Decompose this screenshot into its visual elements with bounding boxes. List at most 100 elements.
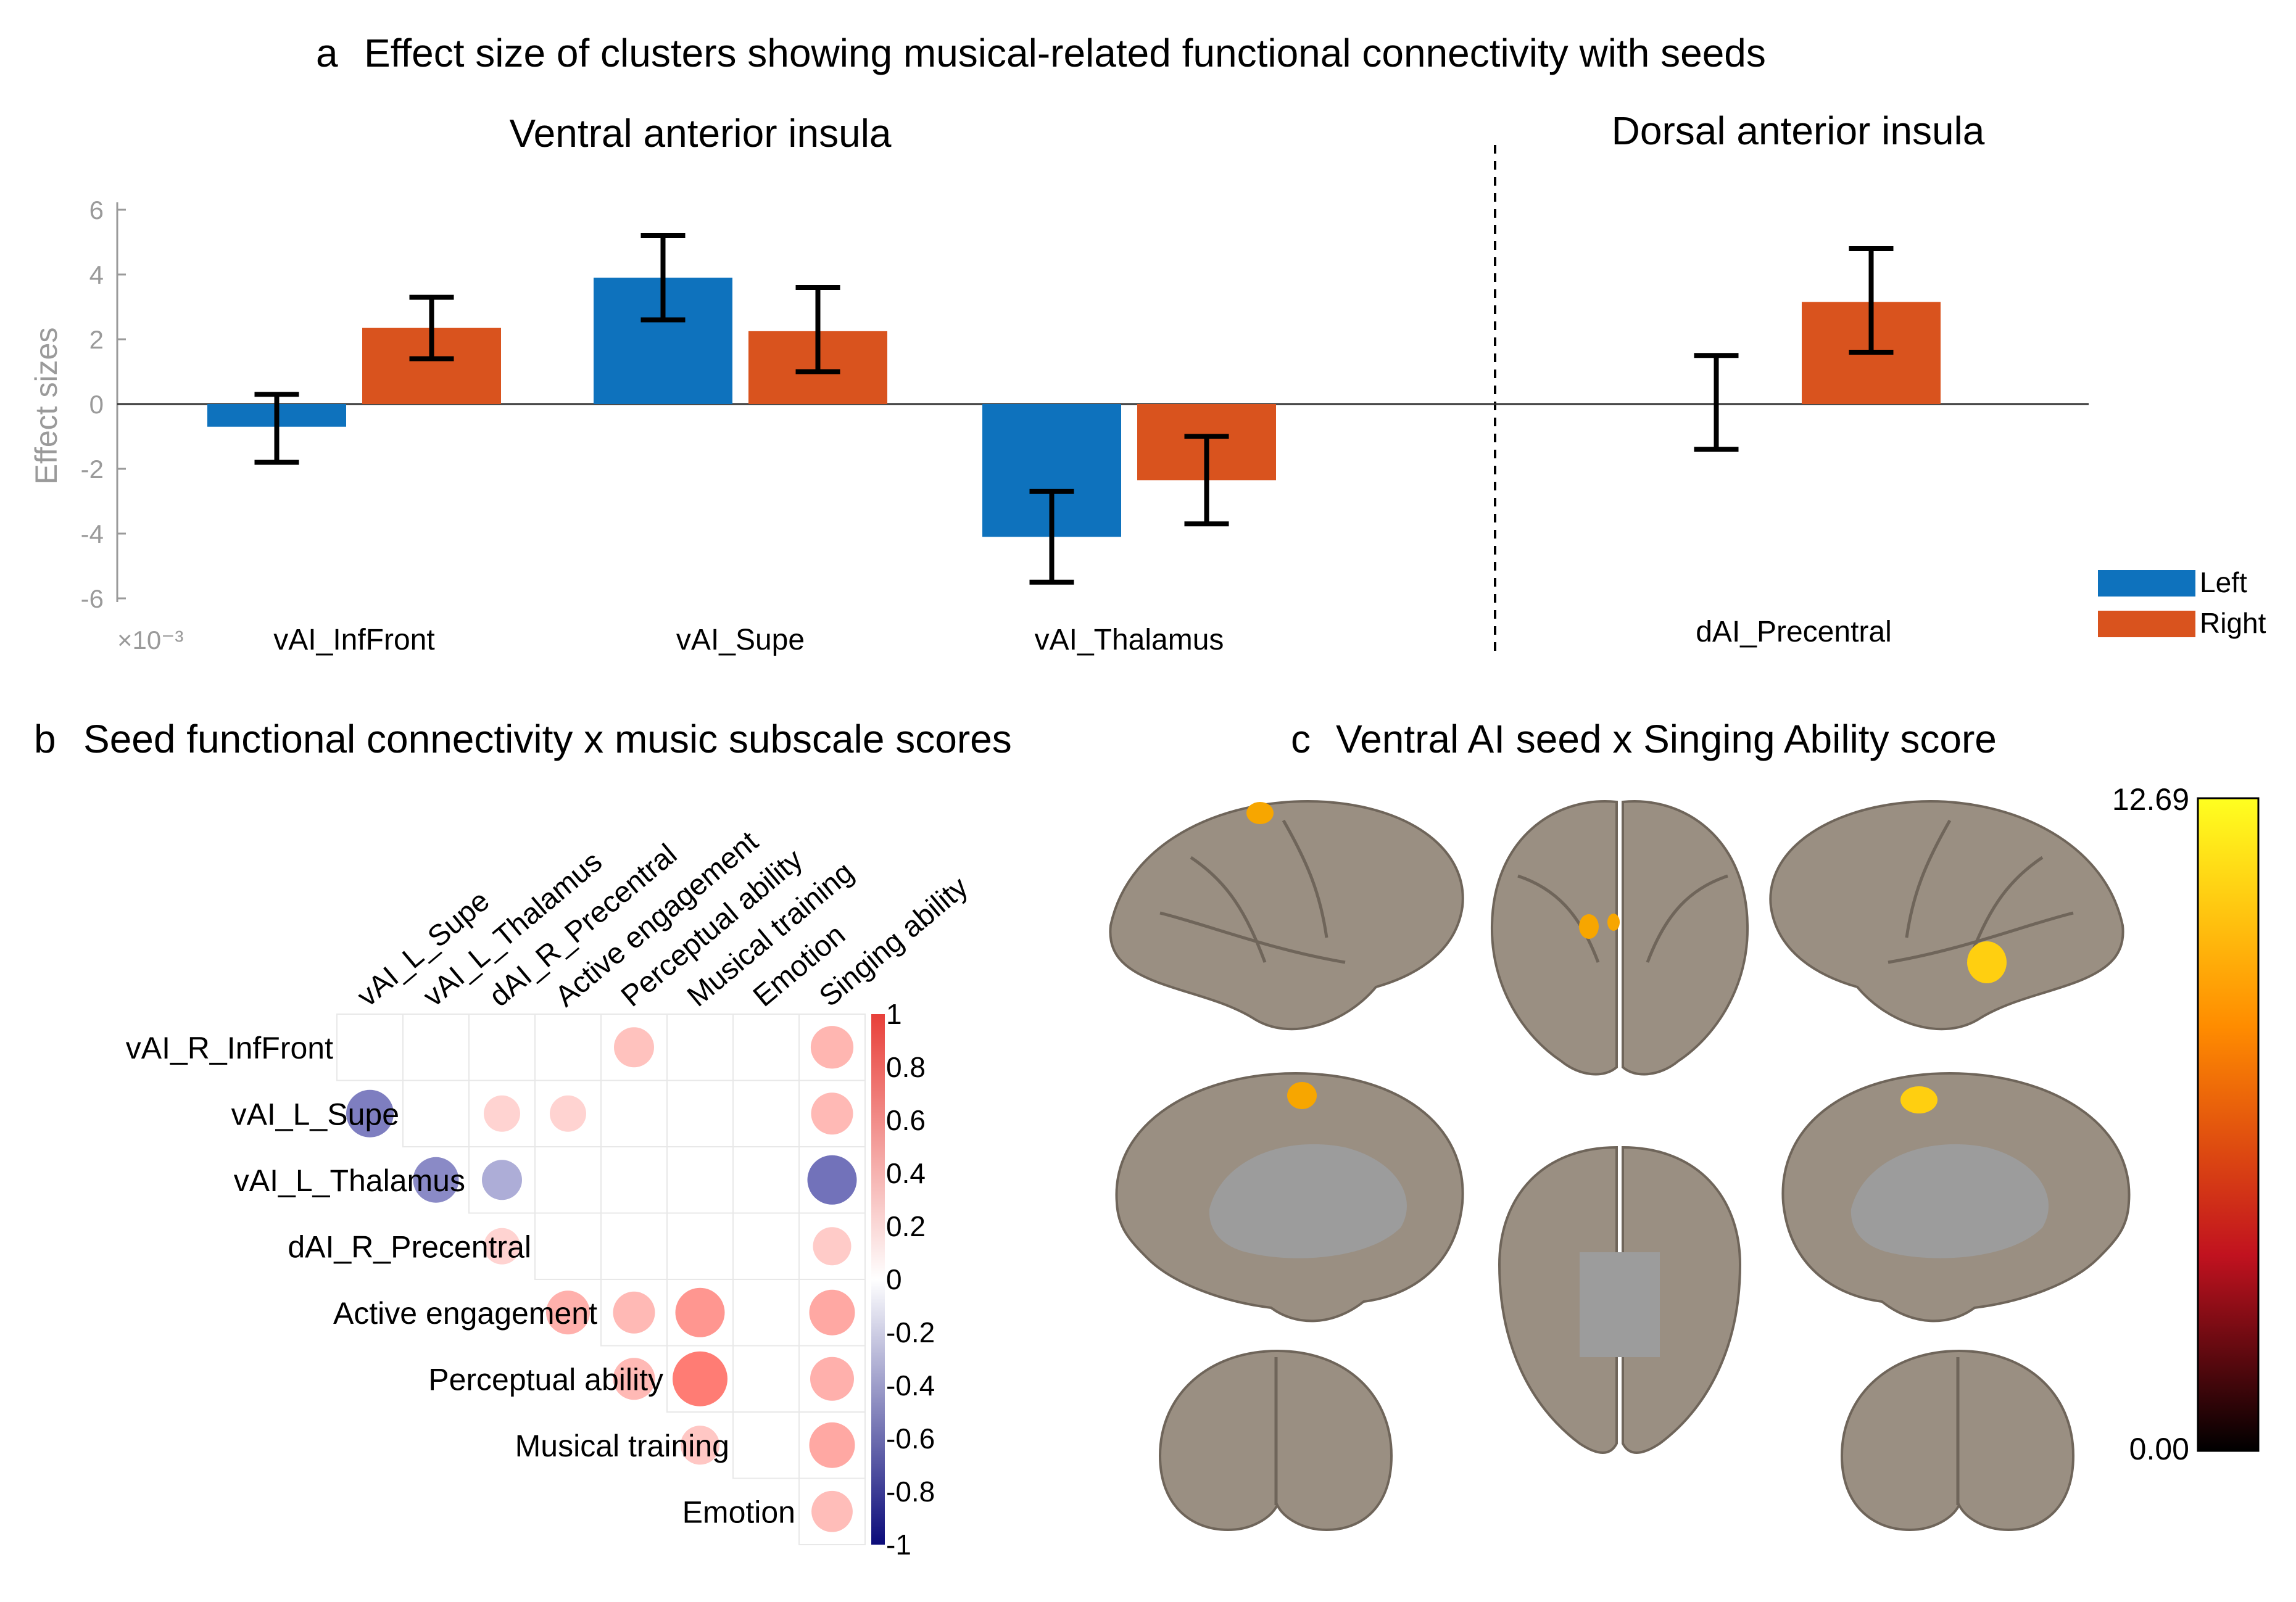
row-label: dAI_R_Precentral xyxy=(288,1229,531,1264)
correlation-matrix: vAI_R_InfFront vAI_L_Supe vAI_L_Thalamus dA… xyxy=(126,825,974,1545)
panel-c: c Ventral AI seed x Singing Ability scor… xyxy=(1109,717,2260,1532)
y-tick-label: -6 xyxy=(81,584,104,613)
corr-circle-7-7 xyxy=(811,1490,853,1532)
corr-circle-6-7 xyxy=(809,1422,855,1468)
colorbar-ticks: 1 0.8 0.6 0.4 0.2 0 -0.2 -0.4 -0.6 -0.8 -1 xyxy=(886,998,935,1561)
activation-blob xyxy=(1900,1086,1938,1113)
colorbar-tick-label: -0.2 xyxy=(886,1316,935,1348)
matrix-cell xyxy=(402,1014,470,1081)
matrix-cell xyxy=(534,1146,602,1214)
corr-circle-4-7 xyxy=(809,1289,855,1336)
brain-posterior-left xyxy=(1158,1349,1393,1532)
brain-medial-left xyxy=(1115,1071,1464,1323)
corr-circle-5-5 xyxy=(673,1351,727,1406)
matrix-cell xyxy=(798,1477,866,1545)
colorbar-tick-label: 0 xyxy=(886,1263,902,1295)
matrix-cell xyxy=(600,1212,668,1280)
matrix-cell xyxy=(732,1212,800,1280)
corr-circle-1-0 xyxy=(346,1089,394,1138)
matrix-cell xyxy=(666,1212,734,1280)
matrix-cell xyxy=(600,1146,668,1214)
y-tick-label: -4 xyxy=(81,519,104,548)
activation-blob xyxy=(1287,1082,1317,1109)
matrix-cell xyxy=(468,1014,536,1081)
corr-circle-1-2 xyxy=(484,1095,520,1132)
y-tick-label: -2 xyxy=(81,455,104,484)
legend-label-right: Right xyxy=(2200,607,2266,639)
activation-blob xyxy=(1579,914,1599,939)
row-label: Active engagement xyxy=(333,1296,597,1331)
matrix-cell xyxy=(666,1014,734,1081)
exponent-label: ×10⁻³ xyxy=(117,626,183,654)
legend-swatch-left xyxy=(2098,570,2195,597)
row-label: vAI_R_InfFront xyxy=(126,1031,333,1065)
panel-b-label: b xyxy=(34,717,56,761)
brain-medial-right xyxy=(1781,1071,2131,1323)
y-tick-label: 4 xyxy=(89,260,104,289)
colorbar-tick-label: -0.6 xyxy=(886,1422,935,1455)
corr-circle-4-5 xyxy=(675,1287,725,1337)
activation-blob xyxy=(1967,941,2007,983)
legend-label-left: Left xyxy=(2200,566,2247,598)
colorbar-tick-label: 0.4 xyxy=(886,1157,926,1189)
matrix-cell xyxy=(534,1212,602,1280)
corr-circle-0-4 xyxy=(614,1027,654,1068)
corr-circle-5-4 xyxy=(613,1358,655,1400)
y-tick-label: 0 xyxy=(89,390,104,419)
colorbar-tick-label: 0.2 xyxy=(886,1210,926,1242)
matrix-cell xyxy=(732,1146,800,1214)
corr-circle-6-5 xyxy=(680,1426,720,1465)
panel-b: b Seed functional connectivity x music s… xyxy=(34,717,1012,1561)
correlation-colorbar xyxy=(871,1014,885,1545)
matrix-cell xyxy=(402,1080,470,1147)
corr-circle-2-1 xyxy=(413,1157,459,1203)
corr-circle-1-3 xyxy=(550,1095,586,1132)
bar-chart: -6 -4 -2 0 2 4 6 vAI_InfFront vAI_Supe vAI_Thalam… xyxy=(81,196,2089,656)
category-label: vAI_InfFront xyxy=(273,624,434,656)
matrix-cell xyxy=(732,1345,800,1413)
matrix-cell xyxy=(336,1014,404,1081)
category-label: vAI_Supe xyxy=(676,624,805,656)
category-label: vAI_Thalamus xyxy=(1035,624,1224,656)
corr-circle-1-7 xyxy=(811,1092,853,1135)
corr-circle-0-7 xyxy=(810,1026,854,1069)
panel-c-label: c xyxy=(1291,717,1311,761)
colorbar-tick-label: 1 xyxy=(886,998,902,1030)
corr-circle-2-7 xyxy=(807,1155,857,1205)
matrix-cell xyxy=(732,1279,800,1347)
brain-lateral-right xyxy=(1769,800,2124,1031)
y-tick-label: 6 xyxy=(89,196,104,225)
corr-circle-5-7 xyxy=(810,1356,854,1401)
matrix-cell xyxy=(666,1080,734,1147)
row-label: Emotion xyxy=(682,1495,795,1529)
colorbar-max-label: 12.69 xyxy=(2112,782,2189,817)
row-label: Musical training xyxy=(515,1429,729,1463)
corr-circle-2-2 xyxy=(482,1160,522,1200)
matrix-cell xyxy=(666,1146,734,1214)
row-label: vAI_L_Thalamus xyxy=(234,1163,465,1198)
legend: Left Right xyxy=(2098,566,2266,639)
colorbar-tick-label: 0.8 xyxy=(886,1051,926,1083)
matrix-cell xyxy=(732,1411,800,1479)
panel-a: a Effect size of clusters showing musica… xyxy=(29,31,2266,656)
matrix-cell xyxy=(732,1014,800,1081)
y-tick-label: 2 xyxy=(89,325,104,354)
legend-swatch-right xyxy=(2098,611,2195,637)
colorbar-tick-label: -0.8 xyxy=(886,1476,935,1508)
brain-inferior xyxy=(1498,1146,1742,1454)
group-ventral-label: Ventral anterior insula xyxy=(509,111,891,155)
row-label: vAI_L_Supe xyxy=(231,1097,399,1131)
y-axis-label: Effect sizes xyxy=(29,328,64,485)
panel-a-title: Effect size of clusters showing musical-… xyxy=(364,31,1766,75)
activation-blob xyxy=(1607,914,1620,931)
group-dorsal-label: Dorsal anterior insula xyxy=(1612,109,1985,153)
matrix-cell xyxy=(600,1080,668,1147)
colorbar-tick-label: -0.4 xyxy=(886,1369,935,1402)
panel-a-label: a xyxy=(316,31,338,75)
brain-superior xyxy=(1490,800,1749,1076)
panel-c-title: Ventral AI seed x Singing Ability score xyxy=(1336,717,1997,761)
row-label: Perceptual ability xyxy=(428,1362,663,1397)
brain-lateral-left xyxy=(1109,800,1464,1031)
activation-blob xyxy=(1246,802,1274,824)
